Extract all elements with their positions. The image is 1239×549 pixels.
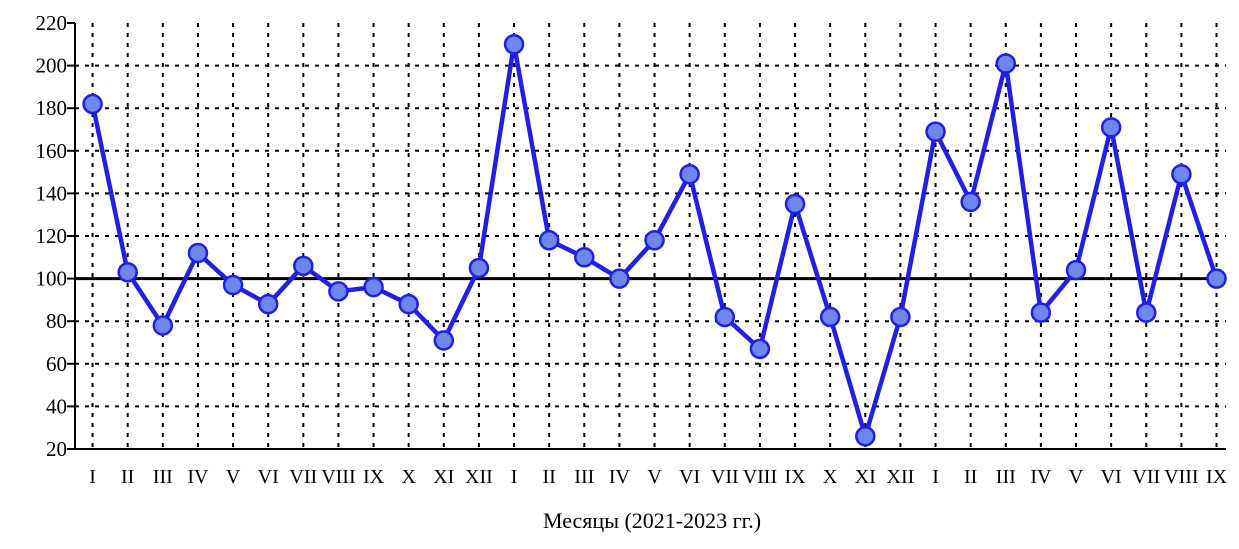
x-tick-label: VIII [321,466,355,488]
data-point [152,315,174,336]
data-point [995,53,1017,74]
x-tick-label: II [964,466,977,488]
data-point [749,338,771,360]
x-tick-label: VII [1132,466,1160,488]
x-tick-label: V [1069,466,1084,488]
data-point [363,276,384,298]
x-tick-label: VI [1101,466,1122,488]
data-point [609,268,630,289]
data-point [855,425,876,447]
data-point [679,163,700,185]
data-point [293,255,314,277]
data-point [398,293,419,315]
x-tick-label: X [823,466,838,488]
x-tick-label: IV [1030,466,1052,488]
x-tick-label: V [226,466,241,488]
x-tick-label: X [401,466,416,488]
y-tick-label: 40 [46,394,67,418]
x-tick-label: IX [363,466,385,488]
x-tick-label: III [996,466,1016,488]
x-tick-label: III [574,466,594,488]
x-tick-label: XII [465,466,493,488]
data-point [257,293,279,315]
y-tick-label: 20 [46,437,67,461]
data-point [433,330,455,351]
x-tick-label: VI [258,466,279,488]
data-point [960,191,981,213]
data-point [1030,302,1052,323]
x-tick-label: II [121,466,134,488]
data-point [538,230,560,251]
x-tick-label: II [543,466,556,488]
data-point [187,242,209,264]
data-point [714,306,736,328]
x-tick-label: I [89,466,96,488]
grid [75,23,1226,449]
y-tick-label: 160 [36,139,68,163]
x-tick-label: VII [711,466,739,488]
y-tick-label: 220 [36,11,68,35]
x-tick-label: I [511,466,518,488]
x-tick-label: IV [609,466,631,488]
y-tick-label: 180 [36,96,68,120]
x-tick-label: XII [887,466,915,488]
y-tick-label: 120 [36,224,68,248]
x-tick-label: VI [679,466,700,488]
x-tick-label: V [647,466,662,488]
x-axis-title: Месяцы (2021-2023 гг.) [543,508,761,533]
data-point [468,257,490,279]
x-tick-label: IX [1206,466,1228,488]
data-point [222,274,244,296]
data-point [1171,163,1192,185]
x-tick-label: IX [784,466,806,488]
data-point [117,261,138,283]
series-group [82,34,1227,447]
data-point [784,193,806,215]
x-tick-label: VIII [743,466,777,488]
y-axis-ticks: 20 40 60 80 100 120 140 160 180 200 220 [36,11,75,461]
y-tick-label: 60 [46,352,67,376]
data-point [1065,259,1087,281]
data-point [819,306,841,328]
x-axis-ticks: I II III IV V VI VII VIII IX X XI XII I II III IV V VI VII… [89,466,1227,488]
data-point [1100,117,1122,138]
x-tick-label: III [153,466,173,488]
data-point [328,281,349,302]
y-tick-label: 200 [36,54,68,78]
x-tick-label: XI [855,466,876,488]
x-tick-label: I [932,466,939,488]
x-tick-label: VII [289,466,317,488]
data-point [890,306,911,328]
y-tick-label: 140 [36,181,68,205]
data-point [644,230,665,251]
data-point [1206,268,1227,289]
y-tick-label: 100 [36,267,68,291]
data-point [503,34,525,55]
data-point [1136,302,1157,323]
data-point [925,121,946,142]
data-point [574,247,595,268]
y-tick-label: 80 [46,309,67,333]
data-point [82,93,103,115]
x-tick-label: VIII [1164,466,1198,488]
x-tick-label: XI [433,466,454,488]
x-tick-label: IV [187,466,209,488]
